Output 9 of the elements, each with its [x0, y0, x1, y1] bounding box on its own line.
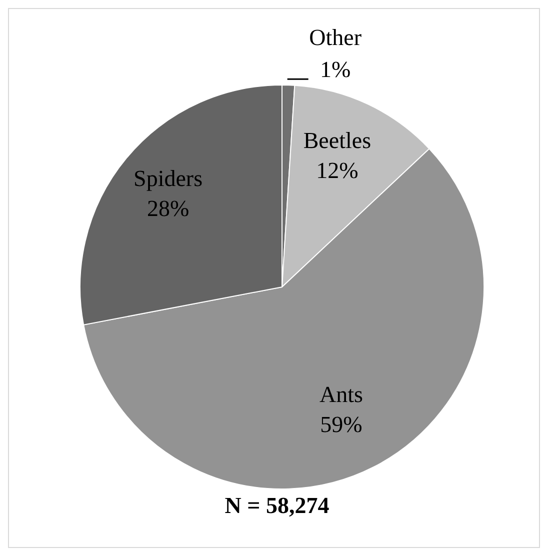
- data-label: 12%: [316, 158, 358, 184]
- slice-label: Other: [309, 25, 362, 50]
- data-label: 1%: [320, 57, 351, 82]
- slice-label: Beetles: [303, 128, 372, 154]
- text: N = 58,274: [224, 493, 330, 519]
- data-label: 28%: [146, 196, 190, 221]
- slice-label: Spiders: [134, 166, 203, 191]
- slice-label: Ants: [319, 382, 363, 407]
- data-label: 59%: [320, 412, 362, 437]
